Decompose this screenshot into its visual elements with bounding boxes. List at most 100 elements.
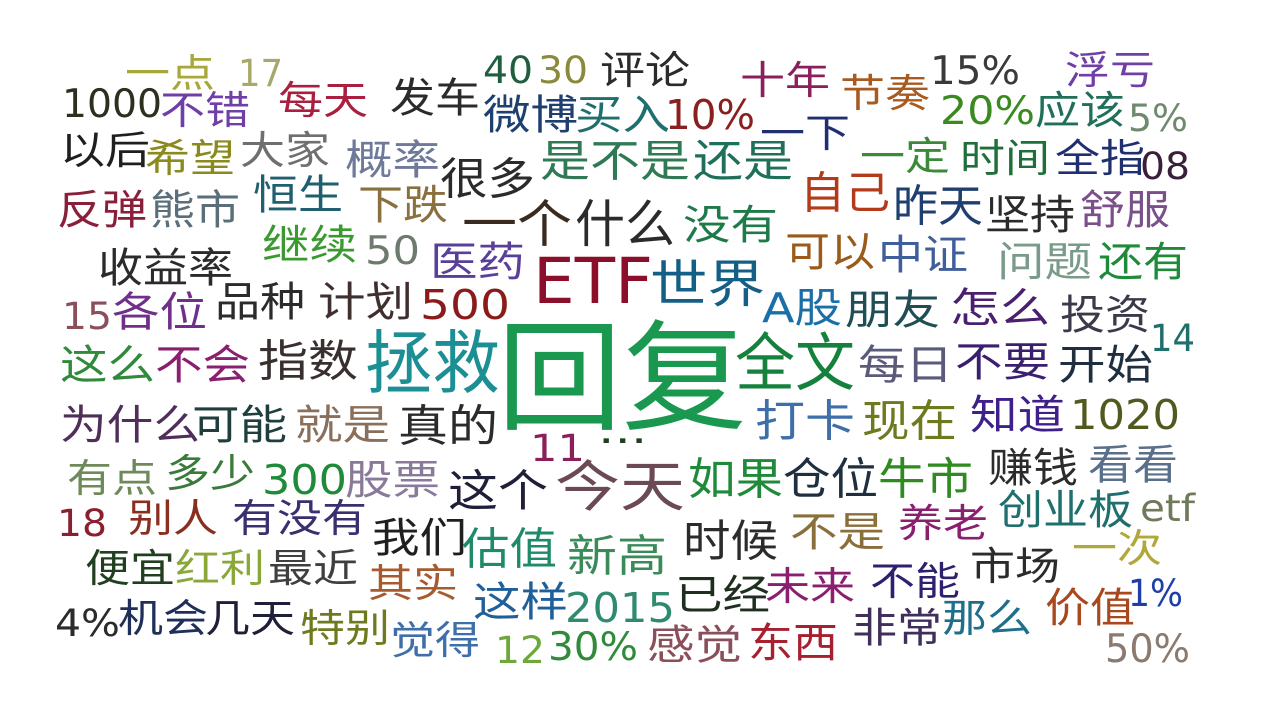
word-cjk-40: 创业板 [998, 486, 1134, 534]
word-50: 50 [365, 229, 421, 274]
word-cjk-53: 下跌 [358, 181, 449, 229]
word-cjk-70: 便宜 [85, 547, 176, 592]
word-2015: 2015 [565, 584, 675, 632]
word-17: 17 [238, 52, 284, 95]
word-cjk-120: 一定 [860, 135, 951, 180]
word-cjk-46: 就是 [295, 401, 391, 449]
word-cjk-122: 全指 [1055, 137, 1146, 182]
word-50pct: 50% [1105, 627, 1191, 672]
word-30pct: 30% [548, 625, 638, 670]
word-cjk-94: 感觉 [647, 621, 743, 669]
word-cjk-29: 打卡 [755, 396, 855, 447]
word-cjk-56: 反弹 [57, 186, 148, 234]
word-cjk-114: 节奏 [840, 72, 931, 117]
word-500: 500 [420, 281, 511, 329]
word-dotdotdot: ... [598, 409, 648, 452]
word-cjk-98: 价值 [1045, 584, 1136, 632]
word-cjk-9: 一个 [462, 196, 572, 255]
word-cjk-62: 为什么 [60, 401, 200, 449]
word-a: A股 [762, 284, 843, 332]
word-cjk-28: 开始 [1058, 341, 1154, 389]
word-cjk-82: 几天 [205, 597, 296, 642]
word-cjk-90: 特别 [300, 607, 391, 652]
word-40: 40 [483, 49, 534, 92]
word-cjk-19: 舒服 [1080, 186, 1171, 234]
word-4pct: 4% [55, 602, 120, 645]
word-cjk-60: 这么 [60, 341, 156, 389]
word-cjk-18: 坚持 [985, 191, 1076, 239]
word-cjk-78: 市场 [970, 545, 1061, 590]
word-cjk-87: 未来 [765, 565, 856, 610]
word-etf: ETF [533, 245, 654, 318]
word-cjk-35: 如果 [688, 454, 784, 505]
word-cjk-55: 熊市 [150, 186, 241, 234]
word-cjk-26: 每日 [858, 341, 954, 389]
word-etf: etf [1140, 487, 1196, 530]
word-cjk-47: 指数 [258, 336, 358, 387]
word-08: 08 [1140, 145, 1191, 188]
word-cjk-21: 中证 [878, 231, 969, 279]
word-cjk-77: 养老 [898, 502, 989, 547]
word-cjk-74: 新高 [567, 531, 667, 582]
word-12: 12 [495, 629, 546, 672]
word-cjk-96: 非常 [852, 604, 943, 652]
word-1pct: 1% [1128, 572, 1184, 615]
word-cjk-112: 十年 [740, 59, 831, 104]
word-cjk-104: 每天 [278, 79, 369, 124]
word-10pct: 10% [665, 91, 756, 139]
word-cjk-42: 这个 [448, 466, 548, 517]
word-cjk-24: 投资 [1060, 291, 1151, 339]
word-cjk-83: 其实 [368, 562, 459, 607]
word-cjk-81: 机会 [118, 597, 209, 642]
word-cjk-10: 什么 [575, 196, 675, 255]
word-cjk-8: 怎么 [950, 284, 1051, 332]
word-cjk-43: 股票 [345, 456, 441, 504]
word-cjk-49: 计划 [318, 278, 414, 326]
word-cjk-4: 今天 [555, 455, 686, 519]
word-cjk-73: 估值 [462, 524, 558, 575]
word-15: 15 [62, 295, 113, 338]
word-cjk-86: 已经 [675, 571, 771, 619]
word-cjk-95: 东西 [748, 619, 839, 667]
word-5pct: 5% [1128, 97, 1188, 140]
word-cjk-109: 微博 [483, 91, 579, 139]
word-cjk-54: 恒生 [253, 171, 344, 219]
word-cjk-27: 不要 [955, 338, 1051, 386]
word-cjk-113: 一下 [760, 112, 851, 157]
word-cjk-110: 买入 [575, 91, 671, 139]
word-cjk-45: 真的 [398, 401, 498, 452]
word-cjk-116: 浮亏 [1065, 49, 1156, 94]
word-cjk-105: 发车 [390, 74, 481, 122]
word-cjk-20: 可以 [785, 228, 876, 276]
word-cjk-121: 时间 [960, 137, 1051, 182]
word-cjk-76: 不是 [790, 508, 886, 556]
word-cjk-67: 别人 [128, 497, 219, 542]
word-cjk-50: 医药 [430, 238, 526, 286]
word-cjk-125: 希望 [145, 137, 236, 182]
word-cjk-63: 可能 [192, 401, 288, 449]
word-cjk-103: 不错 [160, 89, 251, 134]
word-cjk-11: 没有 [683, 201, 779, 249]
word-cjk-88: 不能 [870, 560, 961, 605]
word-cjk-37: 牛市 [878, 454, 974, 505]
word-cjk-68: 有没有 [232, 497, 368, 542]
word-cjk-17: 昨天 [893, 181, 984, 232]
word-cjk-126: 大家 [240, 129, 331, 174]
word-1020: 1020 [1070, 391, 1180, 439]
word-cjk-118: 应该 [1035, 89, 1126, 134]
word-cjk-71: 红利 [175, 547, 266, 592]
word-cjk-15: 还是 [693, 136, 793, 187]
word-cjk-48: 品种 [215, 278, 306, 326]
word-cjk-57: 收益率 [98, 244, 234, 292]
word-30: 30 [538, 49, 589, 92]
word-cjk-2: 拯救 [365, 324, 500, 404]
word-cjk-0: 回复 [497, 310, 748, 449]
word-18: 18 [57, 502, 108, 545]
word-cjk-65: 多少 [165, 452, 256, 497]
word-cjk-23: 还有 [1098, 238, 1189, 286]
word-15pct: 15% [930, 49, 1020, 94]
word-cjk-38: 赚钱 [988, 444, 1079, 492]
word-cjk-39: 看看 [1088, 441, 1179, 489]
word-cjk-30: 现在 [862, 396, 958, 447]
